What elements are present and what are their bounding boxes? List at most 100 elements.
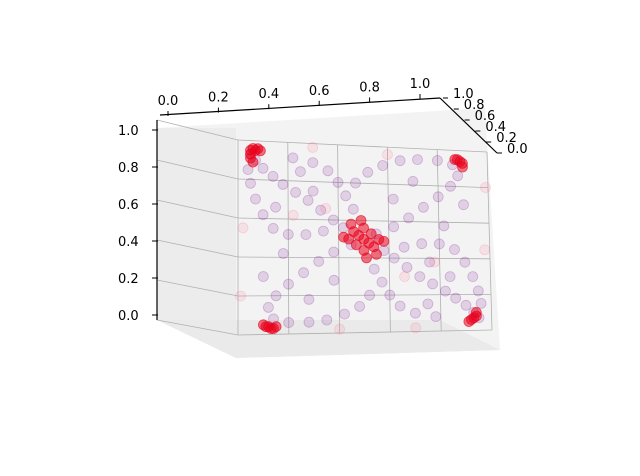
- grid-line-side: [156, 119, 239, 141]
- scatter-point: [401, 261, 413, 273]
- scatter-point: [307, 185, 319, 197]
- scatter-point: [354, 300, 366, 312]
- scatter-point: [407, 175, 419, 187]
- x-tick-label: 0.0: [158, 94, 179, 109]
- grid-line-horizontal: [237, 139, 488, 153]
- scatter-point: [334, 323, 346, 335]
- scatter-point: [361, 252, 372, 264]
- axis-lines: [156, 97, 498, 320]
- scatter-point: [307, 141, 319, 153]
- scatter-point: [449, 154, 461, 165]
- back-pane: [157, 108, 500, 358]
- scatter-point: [303, 293, 315, 305]
- scatter-point: [247, 156, 259, 168]
- scatter-point: [283, 317, 295, 328]
- grid-line-side: [156, 239, 239, 258]
- grid-line-horizontal: [237, 329, 493, 336]
- scatter-point: [450, 292, 462, 304]
- axes-panes: [157, 108, 500, 358]
- scatter-point: [458, 199, 469, 211]
- x-tick-label: 0.2: [208, 91, 229, 106]
- scatter-point: [438, 220, 450, 232]
- scatter-point: [254, 145, 266, 157]
- scatter-point: [313, 255, 325, 267]
- scatter-point: [479, 244, 491, 256]
- y-tick-label: 0.0: [507, 142, 528, 157]
- scatter-point: [245, 177, 256, 189]
- scatter-point: [277, 178, 289, 190]
- scatter-point: [445, 180, 456, 192]
- scatter-point: [237, 222, 249, 234]
- scatter-point: [452, 170, 464, 182]
- scatter-point: [320, 203, 332, 214]
- scatter-point: [302, 194, 314, 206]
- scatter-point: [317, 225, 329, 237]
- scatter-point: [457, 161, 468, 173]
- scatter-point: [399, 271, 411, 283]
- scatter-points: [235, 141, 491, 335]
- scatter-point: [270, 201, 282, 213]
- scatter-point: [394, 300, 406, 312]
- z-tick-label: 0.0: [118, 309, 139, 324]
- scatter-point: [439, 285, 451, 297]
- scatter-point: [378, 235, 390, 247]
- scatter-point: [347, 203, 359, 215]
- scatter-point: [283, 278, 294, 290]
- scatter-point: [350, 239, 362, 251]
- scatter-point: [350, 177, 361, 189]
- y-tick-label: 0.2: [496, 131, 517, 146]
- floor-pane: [157, 320, 500, 358]
- scatter-point: [287, 152, 299, 164]
- scatter-point: [424, 256, 436, 268]
- scatter-point: [327, 214, 339, 226]
- scatter-point: [307, 157, 319, 169]
- scatter-point: [267, 222, 279, 234]
- scatter-point: [416, 238, 428, 250]
- scatter-point: [417, 201, 429, 213]
- scatter-point: [377, 160, 389, 171]
- scatter-point: [322, 165, 334, 177]
- scatter-point: [470, 306, 482, 318]
- y-tick-label: 0.8: [464, 98, 485, 113]
- scatter-point: [338, 231, 350, 243]
- x-tick-label: 0.8: [359, 80, 380, 95]
- scatter-point: [449, 244, 460, 255]
- scatter-point: [277, 248, 289, 259]
- scatter-point: [294, 166, 306, 178]
- scatter-point: [242, 164, 254, 176]
- scatter-point: [432, 191, 444, 203]
- y-axis-line: [439, 97, 498, 154]
- scatter-point: [412, 154, 423, 166]
- grid-line-side: [156, 159, 239, 180]
- grid-line-vertical: [486, 151, 493, 331]
- z-tick-label: 0.6: [118, 198, 139, 213]
- z-tick-label: 0.2: [118, 272, 139, 287]
- scatter-point: [460, 299, 472, 311]
- side-pane: [157, 128, 236, 358]
- x-tick-labels: 0.0 0.2 0.4 0.6 0.8 1.0: [158, 77, 430, 116]
- scatter-point: [298, 267, 310, 279]
- scatter-point: [362, 166, 374, 178]
- z-tick-label: 0.4: [118, 235, 139, 250]
- scatter-point: [388, 221, 400, 233]
- grid-line-horizontal: [237, 294, 492, 297]
- scatter-point: [376, 276, 388, 288]
- scatter-point: [427, 278, 439, 290]
- z-tick-labels: 0.0 0.2 0.4 0.6 0.8 1.0: [118, 124, 158, 324]
- scatter-point: [444, 271, 456, 283]
- scatter-point: [321, 314, 333, 326]
- scatter-point: [382, 149, 393, 161]
- grid-line-side: [156, 279, 239, 297]
- scatter-point: [472, 285, 484, 297]
- scatter-point: [365, 228, 377, 240]
- scatter-point: [467, 271, 479, 283]
- scatter-point: [459, 256, 471, 268]
- scatter-point: [282, 228, 294, 240]
- scatter-point: [257, 271, 269, 282]
- grid-line-vertical: [287, 142, 290, 335]
- scatter-point: [287, 209, 299, 221]
- scatter-point: [340, 190, 352, 202]
- scatter-point: [250, 193, 261, 205]
